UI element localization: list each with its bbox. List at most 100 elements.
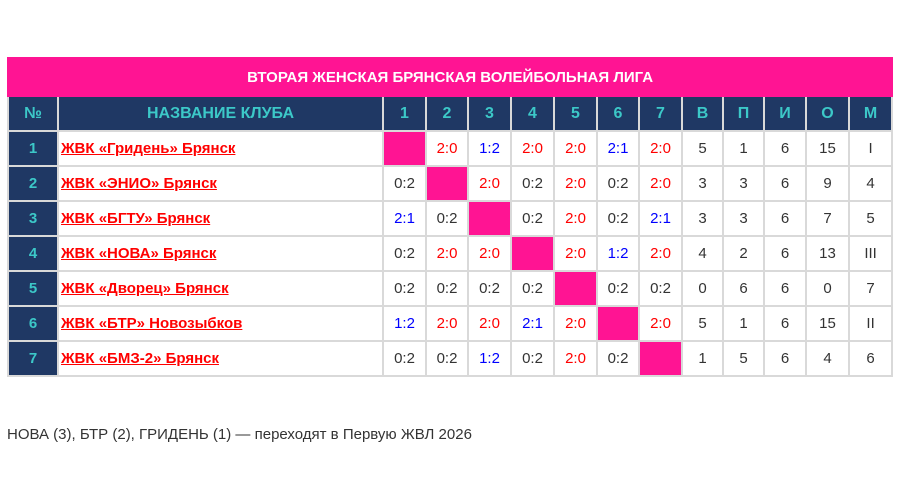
score-cell: 2:1 bbox=[510, 305, 555, 342]
points-cell: 9 bbox=[805, 165, 850, 202]
games-cell: 6 bbox=[763, 340, 807, 377]
standings-table: ВТОРАЯ ЖЕНСКАЯ БРЯНСКАЯ ВОЛЕЙБОЛЬНАЯ ЛИГ… bbox=[6, 57, 894, 377]
column-header: 2 bbox=[425, 95, 469, 132]
wins-cell: 3 bbox=[681, 165, 724, 202]
score-cell: 0:2 bbox=[510, 200, 555, 237]
losses-cell: 1 bbox=[722, 130, 765, 167]
table-row: 4 ЖВК «НОВА» Брянск 0:2 2:0 2:0 2:0 1:2 2:0 4 2 6 1… bbox=[7, 235, 894, 272]
column-header: И bbox=[763, 95, 807, 132]
score-cell: 2:0 bbox=[553, 130, 598, 167]
header-row: № НАЗВАНИЕ КЛУБА 1 2 3 4 5 6 7 В П И О М bbox=[7, 95, 894, 132]
score-cell: 0:2 bbox=[510, 340, 555, 377]
table-row: 1 ЖВК «Гридень» Брянск 2:0 1:2 2:0 2:0 2:1 2:0 5… bbox=[7, 130, 894, 167]
column-header: О bbox=[805, 95, 850, 132]
row-number: 7 bbox=[7, 340, 59, 377]
wins-cell: 0 bbox=[681, 270, 724, 307]
score-cell: 2:0 bbox=[553, 235, 598, 272]
score-cell: 0:2 bbox=[510, 270, 555, 307]
table-row: 6 ЖВК «БТР» Новозыбков 1:2 2:0 2:0 2:1 2:0 2:0 5… bbox=[7, 305, 894, 342]
footnote: НОВА (3), БТР (2), ГРИДЕНЬ (1) — переход… bbox=[7, 426, 472, 443]
table-row: 7 ЖВК «БМЗ-2» Брянск 0:2 0:2 1:2 0:2 2:0 0:2 1 5 6… bbox=[7, 340, 894, 377]
place-cell: 6 bbox=[847, 340, 894, 377]
score-cell: 2:0 bbox=[638, 305, 683, 342]
diagonal-cell bbox=[510, 235, 555, 272]
column-header: № bbox=[7, 95, 59, 132]
club-link[interactable]: ЖВК «БМЗ-2» Брянск bbox=[61, 350, 219, 367]
club-link[interactable]: ЖВК «БГТУ» Брянск bbox=[61, 210, 211, 227]
score-cell: 2:0 bbox=[467, 165, 512, 202]
diagonal-cell bbox=[596, 305, 640, 342]
row-number: 4 bbox=[7, 235, 59, 272]
score-cell: 2:0 bbox=[425, 305, 469, 342]
column-header: П bbox=[722, 95, 765, 132]
losses-cell: 5 bbox=[722, 340, 765, 377]
score-cell: 2:0 bbox=[425, 235, 469, 272]
column-header: М bbox=[847, 95, 894, 132]
losses-cell: 1 bbox=[722, 305, 765, 342]
score-cell: 0:2 bbox=[382, 270, 427, 307]
score-cell: 2:0 bbox=[553, 340, 598, 377]
table-row: 2 ЖВК «ЭНИО» Брянск 0:2 2:0 0:2 2:0 0:2 2:0 3 3 6 9… bbox=[7, 165, 894, 202]
club-link[interactable]: ЖВК «Гридень» Брянск bbox=[61, 140, 236, 157]
score-cell: 0:2 bbox=[425, 270, 469, 307]
diagonal-cell bbox=[467, 200, 512, 237]
score-cell: 2:0 bbox=[553, 200, 598, 237]
score-cell: 0:2 bbox=[382, 235, 427, 272]
score-cell: 1:2 bbox=[467, 340, 512, 377]
score-cell: 2:0 bbox=[467, 235, 512, 272]
losses-cell: 3 bbox=[722, 200, 765, 237]
place-cell: 4 bbox=[847, 165, 894, 202]
points-cell: 7 bbox=[805, 200, 850, 237]
score-cell: 0:2 bbox=[382, 340, 427, 377]
games-cell: 6 bbox=[763, 200, 807, 237]
club-name-cell: ЖВК «ЭНИО» Брянск bbox=[57, 165, 384, 202]
club-link[interactable]: ЖВК «Дворец» Брянск bbox=[61, 280, 229, 297]
club-link[interactable]: ЖВК «БТР» Новозыбков bbox=[61, 315, 243, 332]
score-cell: 0:2 bbox=[596, 270, 640, 307]
score-cell: 2:0 bbox=[467, 305, 512, 342]
wins-cell: 1 bbox=[681, 340, 724, 377]
club-link[interactable]: ЖВК «НОВА» Брянск bbox=[61, 245, 217, 262]
losses-cell: 6 bbox=[722, 270, 765, 307]
wins-cell: 5 bbox=[681, 305, 724, 342]
club-name-cell: ЖВК «Гридень» Брянск bbox=[57, 130, 384, 167]
row-number: 3 bbox=[7, 200, 59, 237]
losses-cell: 3 bbox=[722, 165, 765, 202]
score-cell: 2:0 bbox=[510, 130, 555, 167]
club-name-cell: ЖВК «НОВА» Брянск bbox=[57, 235, 384, 272]
score-cell: 1:2 bbox=[467, 130, 512, 167]
score-cell: 0:2 bbox=[510, 165, 555, 202]
points-cell: 4 bbox=[805, 340, 850, 377]
table-row: 5 ЖВК «Дворец» Брянск 0:2 0:2 0:2 0:2 0:2 0:2 0 6… bbox=[7, 270, 894, 307]
score-cell: 0:2 bbox=[382, 165, 427, 202]
score-cell: 0:2 bbox=[638, 270, 683, 307]
diagonal-cell bbox=[553, 270, 598, 307]
wins-cell: 5 bbox=[681, 130, 724, 167]
score-cell: 0:2 bbox=[596, 340, 640, 377]
points-cell: 0 bbox=[805, 270, 850, 307]
diagonal-cell bbox=[382, 130, 427, 167]
row-number: 1 bbox=[7, 130, 59, 167]
column-header: НАЗВАНИЕ КЛУБА bbox=[57, 95, 384, 132]
column-header: 4 bbox=[510, 95, 555, 132]
score-cell: 2:0 bbox=[638, 235, 683, 272]
club-link[interactable]: ЖВК «ЭНИО» Брянск bbox=[61, 175, 217, 192]
club-name-cell: ЖВК «БТР» Новозыбков bbox=[57, 305, 384, 342]
diagonal-cell bbox=[425, 165, 469, 202]
score-cell: 0:2 bbox=[596, 200, 640, 237]
score-cell: 2:1 bbox=[596, 130, 640, 167]
score-cell: 2:1 bbox=[638, 200, 683, 237]
points-cell: 15 bbox=[805, 305, 850, 342]
club-name-cell: ЖВК «Дворец» Брянск bbox=[57, 270, 384, 307]
score-cell: 2:0 bbox=[638, 165, 683, 202]
score-cell: 2:0 bbox=[638, 130, 683, 167]
games-cell: 6 bbox=[763, 270, 807, 307]
row-number: 5 bbox=[7, 270, 59, 307]
score-cell: 0:2 bbox=[425, 200, 469, 237]
score-cell: 0:2 bbox=[425, 340, 469, 377]
points-cell: 15 bbox=[805, 130, 850, 167]
games-cell: 6 bbox=[763, 165, 807, 202]
score-cell: 1:2 bbox=[382, 305, 427, 342]
games-cell: 6 bbox=[763, 305, 807, 342]
row-number: 2 bbox=[7, 165, 59, 202]
